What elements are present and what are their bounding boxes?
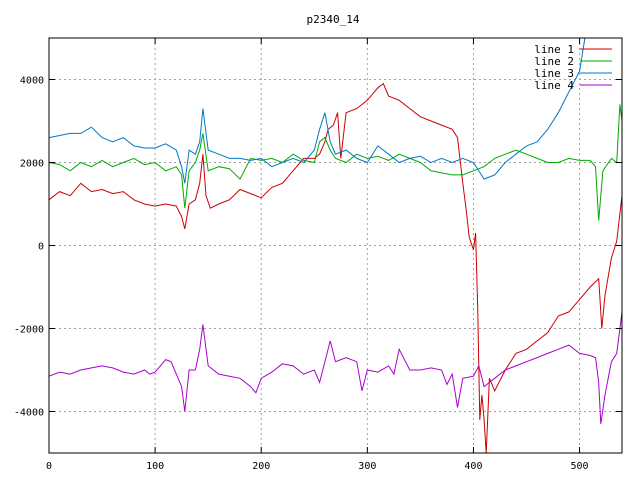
chart-title: p2340_14: [307, 13, 360, 26]
y-tick-label: -2000: [14, 325, 44, 336]
series-group: [49, 38, 622, 453]
y-tick-label: 2000: [20, 159, 44, 170]
series-line-2: [49, 104, 622, 221]
axis-ticks: 0 100 200 300 400 500 -4000 -2000 0 2000 4000: [14, 38, 622, 472]
series-line-3: [49, 38, 586, 184]
y-tick-label: -4000: [14, 408, 44, 419]
x-tick-label: 500: [571, 461, 589, 472]
x-tick-label: 100: [146, 461, 164, 472]
x-tick-label: 0: [46, 461, 52, 472]
legend-label-3: line 3: [534, 67, 574, 80]
y-tick-label: 0: [38, 242, 44, 253]
series-line-4: [49, 311, 622, 424]
x-tick-label: 400: [464, 461, 482, 472]
x-tick-label: 300: [358, 461, 376, 472]
legend-label-2: line 2: [534, 55, 574, 68]
grid: [49, 38, 622, 453]
series-line-1: [49, 82, 622, 453]
legend-label-4: line 4: [534, 79, 574, 92]
y-tick-label: 4000: [20, 76, 44, 87]
x-tick-label: 200: [252, 461, 270, 472]
legend-label-1: line 1: [534, 43, 574, 56]
